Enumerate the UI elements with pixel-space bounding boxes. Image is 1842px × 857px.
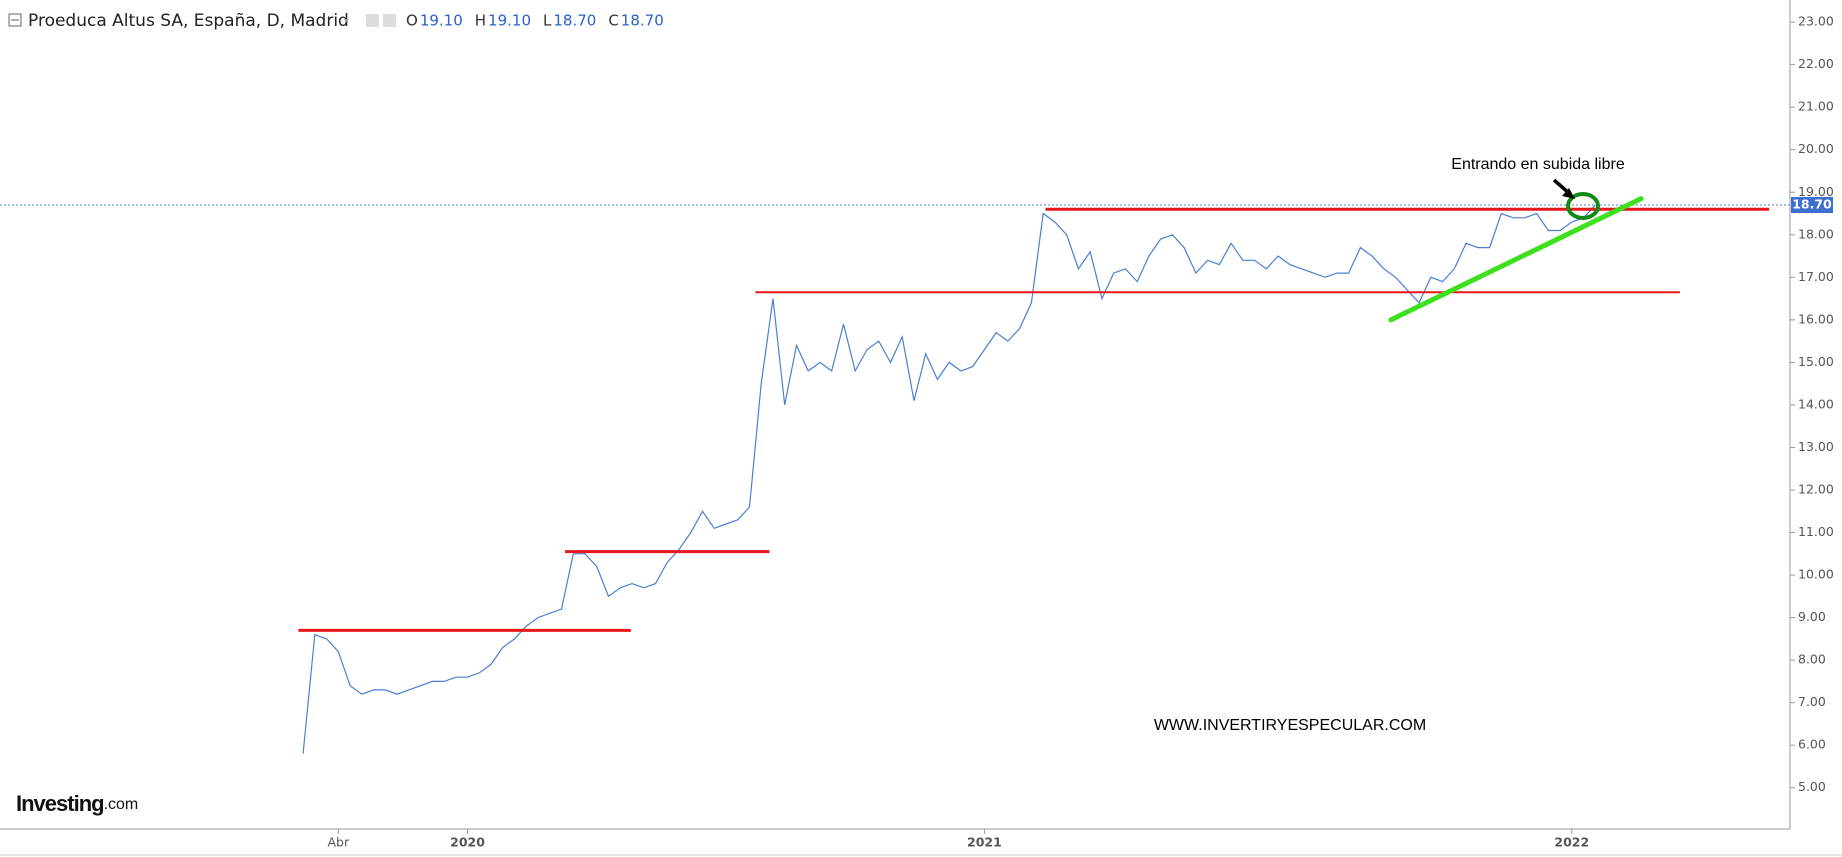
y-tick-label: 19.00 [1798, 184, 1834, 199]
ohlc-value: 18.70 [621, 12, 664, 30]
ohlc-key: L [543, 12, 552, 30]
x-tick-label: 2022 [1554, 835, 1589, 850]
y-tick-label: 23.00 [1798, 14, 1834, 29]
dropdown-caret[interactable] [344, 19, 349, 22]
arrow-head [1562, 188, 1575, 199]
chart-title: Proeduca Altus SA, España, D, Madrid [28, 11, 349, 31]
last-price-label: 18.70 [1792, 197, 1832, 212]
x-tick-label: 2021 [967, 835, 1002, 850]
ohlc-key: H [475, 12, 486, 30]
x-tick-label: 2020 [450, 835, 485, 850]
collapse-icon[interactable] [8, 13, 22, 27]
ohlc-value: 18.70 [553, 12, 596, 30]
settings-icon[interactable] [383, 14, 396, 27]
ohlc-value: 19.10 [420, 12, 463, 30]
price-line [302, 204, 1596, 754]
y-tick-label: 11.00 [1798, 524, 1834, 539]
watermark: WWW.INVERTIRYESPECULAR.COM [1154, 717, 1426, 734]
y-tick-label: 17.00 [1798, 269, 1834, 284]
y-tick-label: 6.00 [1798, 737, 1826, 752]
ohlc-legend: O 19.10 H 19.10 L 18.70 C 18.70 [406, 12, 664, 30]
logo: Investing.com [16, 791, 138, 816]
y-tick-label: 21.00 [1798, 99, 1834, 114]
y-tick-label: 7.00 [1798, 694, 1826, 709]
y-tick-label: 18.00 [1798, 226, 1834, 241]
ohlc-key: O [406, 12, 418, 30]
y-tick-label: 5.00 [1798, 779, 1826, 794]
x-tick-label: Abr [328, 835, 350, 850]
ohlc-key: C [608, 12, 618, 30]
y-tick-label: 10.00 [1798, 567, 1834, 582]
y-tick-label: 20.00 [1798, 141, 1834, 156]
ohlc-value: 19.10 [488, 12, 531, 30]
y-tick-label: 9.00 [1798, 609, 1826, 624]
y-tick-label: 12.00 [1798, 481, 1834, 496]
y-tick-label: 15.00 [1798, 354, 1834, 369]
logo-brand: Investing [16, 791, 104, 816]
settings-icon[interactable] [366, 14, 379, 27]
logo-suffix: .com [104, 796, 139, 813]
trend-line [1388, 196, 1644, 323]
annotation: Entrando en subida libre [1451, 156, 1625, 173]
y-tick-label: 16.00 [1798, 311, 1834, 326]
y-tick-label: 8.00 [1798, 652, 1826, 667]
y-tick-label: 13.00 [1798, 439, 1834, 454]
highlight-circle [1566, 192, 1600, 220]
last-price-box [1791, 197, 1833, 214]
y-tick-label: 22.00 [1798, 56, 1834, 71]
y-tick-label: 14.00 [1798, 396, 1834, 411]
plot [0, 196, 1790, 754]
